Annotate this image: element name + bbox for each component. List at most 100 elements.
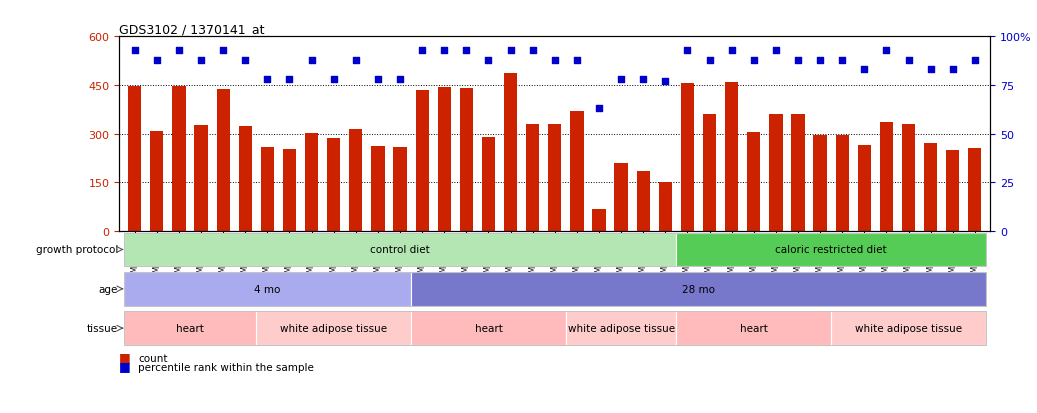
Point — [215, 47, 231, 54]
Bar — [924, 144, 937, 231]
Text: ■: ■ — [119, 351, 131, 363]
Text: 28 mo: 28 mo — [682, 284, 714, 294]
Text: GDS3102 / 1370141_at: GDS3102 / 1370141_at — [119, 23, 264, 36]
Bar — [725, 83, 738, 231]
Point — [281, 76, 298, 83]
Point — [525, 47, 541, 54]
Bar — [256, 311, 411, 345]
Bar — [858, 145, 871, 231]
Bar — [703, 115, 717, 231]
Bar — [592, 209, 606, 231]
Bar — [239, 127, 252, 231]
Bar — [526, 125, 539, 231]
Bar — [416, 90, 428, 231]
Bar — [637, 171, 650, 231]
Point — [568, 57, 585, 64]
Text: 4 mo: 4 mo — [254, 284, 281, 294]
Bar — [831, 311, 986, 345]
Point — [392, 76, 409, 83]
Bar — [615, 163, 627, 231]
Text: white adipose tissue: white adipose tissue — [280, 323, 387, 333]
Point — [657, 78, 674, 85]
Text: count: count — [138, 354, 167, 363]
Bar — [946, 151, 959, 231]
Bar — [836, 136, 849, 231]
Bar — [260, 148, 274, 231]
Point — [679, 47, 696, 54]
Text: percentile rank within the sample: percentile rank within the sample — [138, 362, 314, 372]
Text: tissue: tissue — [87, 323, 118, 333]
Point — [635, 76, 651, 83]
Point — [347, 57, 364, 64]
Point — [746, 57, 762, 64]
Text: white adipose tissue: white adipose tissue — [567, 323, 675, 333]
Bar — [172, 86, 186, 231]
Bar — [283, 150, 297, 231]
Text: heart: heart — [176, 323, 204, 333]
Bar — [769, 115, 783, 231]
Bar — [566, 311, 676, 345]
Point — [436, 47, 452, 54]
Bar — [813, 136, 826, 231]
Point — [171, 47, 188, 54]
Bar — [969, 149, 981, 231]
Bar — [327, 139, 340, 231]
Bar — [129, 87, 141, 231]
Point — [966, 57, 983, 64]
Bar — [194, 126, 207, 231]
Point — [458, 47, 475, 54]
Bar — [791, 115, 805, 231]
Bar — [123, 311, 256, 345]
Bar — [393, 147, 407, 231]
Bar — [349, 130, 363, 231]
Bar — [676, 233, 986, 267]
Point — [613, 76, 629, 83]
Bar — [459, 89, 473, 231]
Bar — [371, 147, 385, 231]
Point — [303, 57, 319, 64]
Bar — [879, 123, 893, 231]
Bar — [570, 112, 584, 231]
Text: control diet: control diet — [370, 245, 430, 255]
Text: white adipose tissue: white adipose tissue — [854, 323, 962, 333]
Bar — [902, 125, 916, 231]
Point — [945, 67, 961, 74]
Point — [878, 47, 895, 54]
Point — [259, 76, 276, 83]
Text: age: age — [99, 284, 118, 294]
Point — [834, 57, 850, 64]
Bar — [658, 183, 672, 231]
Bar — [747, 133, 760, 231]
Point — [591, 106, 608, 112]
Point — [237, 57, 254, 64]
Bar — [305, 133, 318, 231]
Point — [480, 57, 497, 64]
Text: heart: heart — [739, 323, 767, 333]
Text: heart: heart — [475, 323, 502, 333]
Text: ■: ■ — [119, 359, 131, 372]
Bar — [411, 273, 986, 306]
Point — [922, 67, 938, 74]
Point — [900, 57, 917, 64]
Bar — [504, 74, 517, 231]
Point — [326, 76, 342, 83]
Point — [724, 47, 740, 54]
Bar — [438, 88, 451, 231]
Bar — [676, 311, 831, 345]
Bar — [123, 273, 411, 306]
Bar — [482, 138, 495, 231]
Point — [193, 57, 209, 64]
Bar — [549, 125, 561, 231]
Point — [546, 57, 563, 64]
Point — [812, 57, 829, 64]
Point — [767, 47, 784, 54]
Text: growth protocol: growth protocol — [35, 245, 118, 255]
Point — [502, 47, 518, 54]
Bar — [150, 132, 164, 231]
Text: caloric restricted diet: caloric restricted diet — [776, 245, 887, 255]
Point — [127, 47, 143, 54]
Bar — [217, 90, 230, 231]
Bar — [681, 84, 694, 231]
Point — [414, 47, 430, 54]
Point — [148, 57, 165, 64]
